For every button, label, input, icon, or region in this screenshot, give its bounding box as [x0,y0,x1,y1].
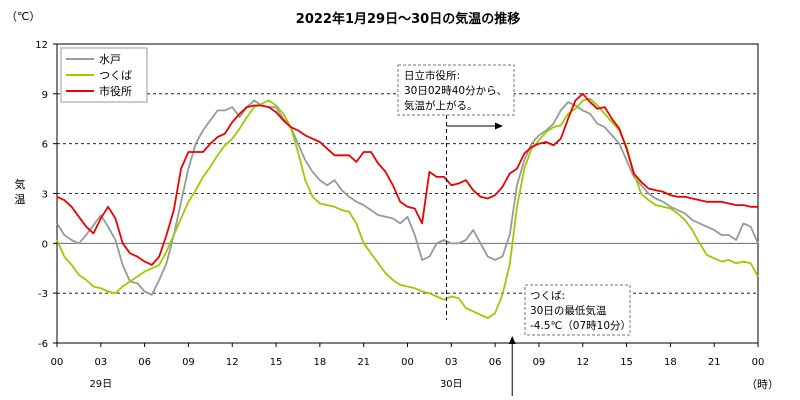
day-label: 30日 [440,379,463,390]
day-label: 29日 [89,379,112,390]
y-axis-title-char: 気 [15,177,26,191]
legend-label: 市役所 [99,84,132,98]
annotation-text: つくば: [530,290,565,302]
annotation-text: 日立市役所: [404,69,460,82]
y-tick-label: 6 [42,140,48,151]
x-tick-label: 09 [533,357,546,368]
annotation-box-hitachi [397,64,515,116]
annotation-text: 30日02時40分から、 [404,85,507,97]
y-tick-label: 0 [42,239,48,250]
x-tick-label: 18 [314,357,327,368]
legend-label: つくば [99,69,132,82]
y-axis-title: 気温 [15,177,26,206]
x-tick-label: 09 [182,357,195,368]
x-tick-label: 00 [401,357,414,368]
x-tick-label: 12 [576,357,589,368]
x-tick-label: 12 [226,357,239,368]
x-tick-label: 06 [489,357,502,368]
annotation-box-tsukuba [524,284,631,336]
x-tick-label: 03 [445,357,458,368]
gridlines [57,93,758,294]
y-tick-label: 12 [35,40,48,51]
x-tick-label: 00 [51,357,64,368]
series-line-市役所 [56,92,758,266]
x-tick-label: 06 [138,357,151,368]
annotation-text: 30日の最低気温 [530,304,607,317]
y-tick-label: -3 [38,289,48,300]
chart-title: 2022年1月29日～30日の気温の推移 [296,11,520,27]
x-tick-label: 15 [620,357,633,368]
x-tick-label: 00 [752,357,765,368]
y-axis: 12 9 6 3 0 -3 -6 [35,40,57,350]
y-axis-title-char: 温 [15,193,26,206]
y-tick-label: 9 [42,90,48,101]
x-tick-label: 18 [664,357,677,368]
x-unit-label: （時） [746,378,779,391]
annotation-arrowhead [508,336,516,344]
annotations: 日立市役所: 30日02時40分から、気温が上がる。つくば: 30日の最低気温 -4.… [397,64,631,396]
y-unit-label: （℃） [6,10,40,23]
y-tick-label: 3 [42,190,48,201]
annotation-text: -4.5℃（07時10分） [530,320,631,332]
x-tick-label: 21 [357,357,370,368]
series-line-つくば [56,97,759,320]
y-tick-label: -6 [38,339,48,350]
legend-label: 水戸 [99,53,121,66]
x-tick-label: 15 [270,357,283,368]
annotation-text: 気温が上がる。 [404,99,478,112]
x-axis: 00 03 06 09 12 15 18 21 00 03 06 09 12 15 18 21 00 [51,343,765,368]
x-tick-label: 03 [94,357,107,368]
annotation-arrowhead [495,122,503,130]
series-line-水戸 [56,99,759,296]
series-lines [56,92,759,320]
day-labels: 29日 30日 [89,379,462,390]
x-tick-label: 21 [708,357,721,368]
